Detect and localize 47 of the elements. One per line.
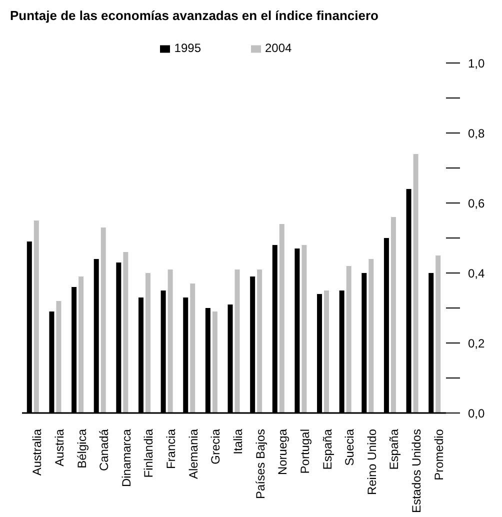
y-tick-label: 1,0 (468, 56, 486, 70)
bar (257, 270, 262, 413)
bar (56, 301, 62, 413)
bar (346, 266, 352, 413)
chart-title: Puntaje de las economías avanzadas en el índice financiero (10, 8, 380, 23)
x-tick-label: España (387, 428, 402, 470)
bar (123, 252, 128, 413)
x-tick-label: Australia (30, 428, 44, 476)
y-tick-label: 0,2 (468, 336, 486, 350)
x-tick-label: Reino Unido (364, 428, 379, 496)
x-tick-label: España (320, 428, 334, 470)
bar (34, 220, 39, 413)
x-tick-label: Finlandia (142, 428, 156, 478)
legend-label: 1995 (174, 41, 201, 55)
y-tick-label: 0,0 (468, 406, 486, 420)
x-tick-label: Bélgica (74, 428, 89, 468)
x-tick-label: Suecia (342, 428, 357, 466)
bar (413, 154, 418, 413)
x-tick-label: Francia (164, 428, 178, 470)
bar (436, 256, 441, 413)
x-tick-label: Portugal (298, 429, 312, 474)
bar (234, 270, 240, 413)
bar (78, 276, 84, 413)
y-tick-label: 0,6 (468, 196, 486, 210)
x-tick-label: Alemania (186, 428, 200, 480)
bar (168, 270, 173, 413)
bar (212, 312, 218, 413)
x-tick-label: Canadá (97, 428, 112, 472)
x-tick-label: Dinamarca (119, 428, 134, 488)
bar (145, 273, 150, 413)
x-tick-label: Países Bajos (253, 429, 268, 500)
legend-label: 2004 (265, 41, 292, 55)
x-tick-label: Estados Unidos (410, 429, 424, 514)
bar (324, 290, 330, 413)
bar (190, 284, 196, 413)
x-tick-label: Noruega (276, 428, 290, 476)
bar (390, 217, 396, 413)
x-tick-label: Italia (231, 428, 245, 454)
y-tick-label: 0,4 (468, 266, 486, 280)
bar (279, 224, 284, 413)
x-tick-label: Promedio (432, 428, 446, 480)
bar (302, 245, 307, 413)
bar (100, 228, 106, 413)
x-tick-label: Austria (52, 428, 66, 466)
bar (368, 259, 374, 413)
y-tick-label: 0,8 (468, 126, 486, 140)
x-tick-label: Grecia (208, 428, 223, 464)
